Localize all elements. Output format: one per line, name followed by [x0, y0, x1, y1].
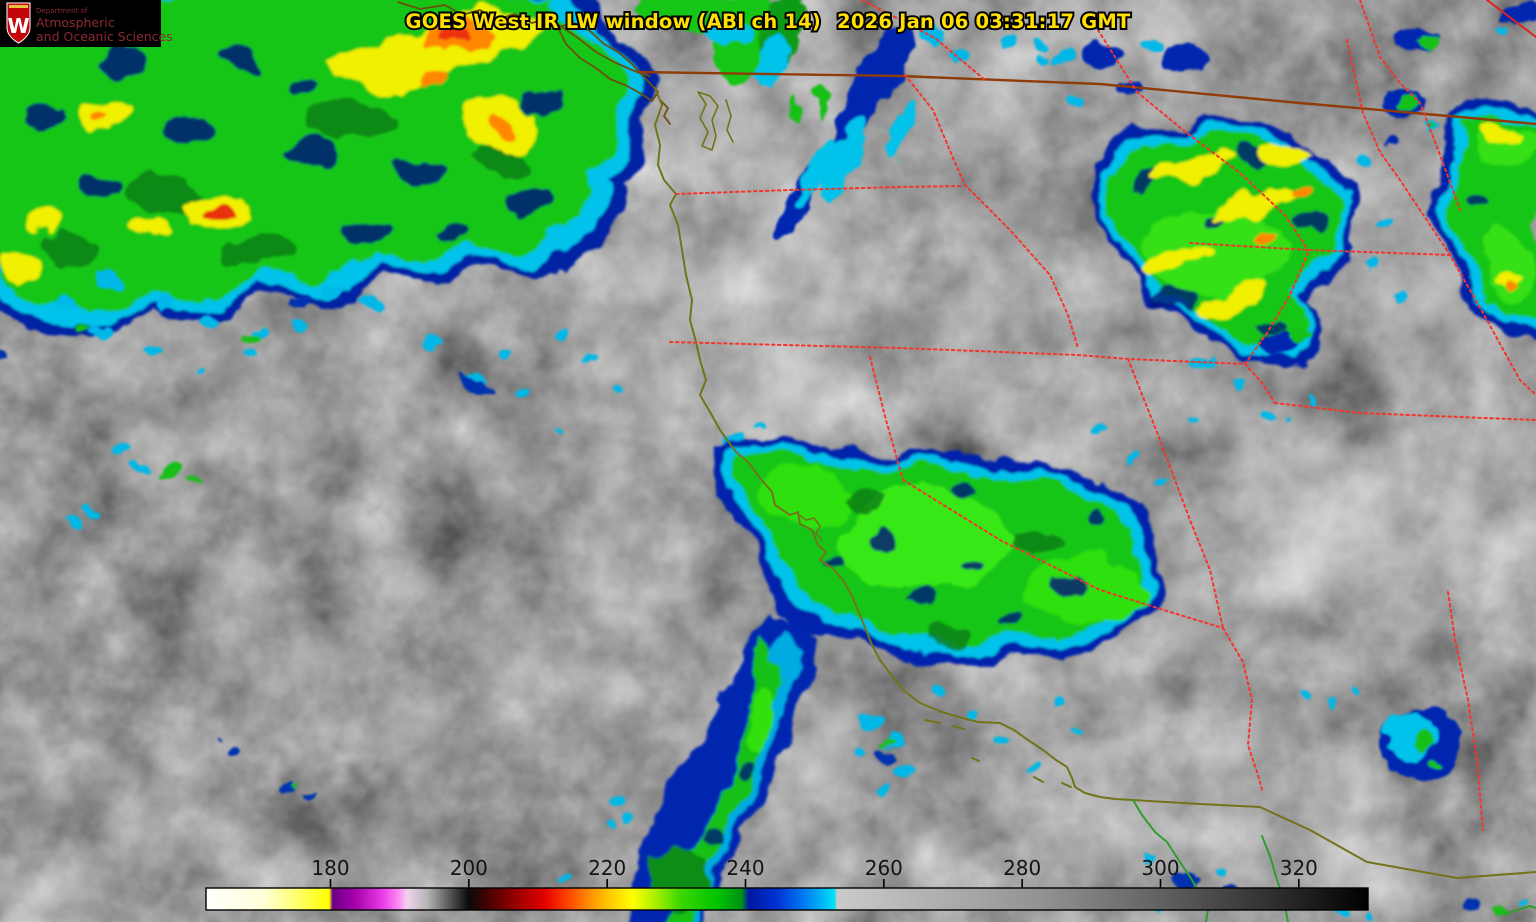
border-segment-topright: [1486, 0, 1536, 38]
logo-dept-line: Department of: [36, 7, 88, 15]
uw-aos-logo: W Department of Atmospheric and Oceanic …: [0, 0, 173, 47]
border-colorado-river: [1222, 627, 1264, 794]
border-ut-az: [1274, 402, 1536, 421]
southeast-cloud-blobs: [1295, 688, 1527, 920]
crest-letter: W: [7, 14, 29, 38]
colorbar-ticks: [329, 879, 1300, 888]
timestamp-text: 2026 Jan 06 03:31:17 GMT: [837, 10, 1131, 33]
storm-system-northwest: [0, 0, 659, 338]
canada-coastline: [397, 1, 671, 125]
border-diag-parallel: [1359, 0, 1461, 211]
border-id-mt: [1136, 91, 1309, 251]
border-nv-az: [1127, 358, 1224, 629]
border-42n: [669, 341, 1246, 365]
border-bc-ab2: [1097, 29, 1138, 93]
border-id-wy: [1244, 252, 1309, 365]
us-canada-border: [635, 70, 1536, 126]
border-wa-id-or: [904, 74, 1079, 349]
logo-name-line1: Atmospheric: [36, 15, 115, 30]
border-ca-nv-diagonal: [902, 479, 1224, 629]
colorbar-gradient-bar: [205, 887, 1369, 911]
colorbar-tick-label: 240: [726, 856, 764, 880]
border-wa-or: [675, 185, 963, 195]
border-mt-wy-diag: [1346, 39, 1536, 396]
temperature-colorbar: 180 200 220 240 260 280 300 320: [205, 856, 1369, 911]
colorbar-tick-label: 220: [588, 856, 626, 880]
colorbar-tick-label: 280: [1003, 856, 1041, 880]
border-bc-ab: [861, 0, 986, 81]
border-45n: [1189, 242, 1451, 256]
puget-sound-coast: [697, 91, 734, 151]
colorbar-tick-label: 300: [1141, 856, 1179, 880]
uw-crest-icon: W: [6, 2, 31, 44]
colorbar-tick-label: 200: [450, 856, 488, 880]
pacific-coastline: [654, 87, 1134, 801]
colorbar-tick-label: 320: [1280, 856, 1318, 880]
border-nv-ut: [1244, 363, 1276, 404]
us-mexico-border: [1132, 799, 1536, 879]
state-borders: [669, 0, 1536, 831]
storm-northwest-trailing-speckles: [0, 274, 626, 799]
colorbar-tick-label: 260: [865, 856, 903, 880]
product-title-text: GOES West IR LW window (ABI ch 14): [406, 10, 822, 33]
border-ca-nv-north: [869, 356, 904, 481]
border-az-vertical: [1447, 591, 1484, 831]
sf-bay-coast: [797, 513, 823, 541]
storm-system-california: [629, 440, 1160, 922]
logo-name-line2: and Oceanic Sciences: [36, 29, 173, 44]
colorbar-tick-labels: 180 200 220 240 260 280 300 320: [311, 856, 1318, 880]
storm-system-idaho-montana: [1087, 102, 1536, 372]
image-title: GOES West IR LW window (ABI ch 14) 2026 J…: [406, 10, 1131, 33]
channel-islands: [924, 719, 1072, 788]
colorbar-tick-label: 180: [311, 856, 349, 880]
map-boundaries: [397, 0, 1536, 922]
